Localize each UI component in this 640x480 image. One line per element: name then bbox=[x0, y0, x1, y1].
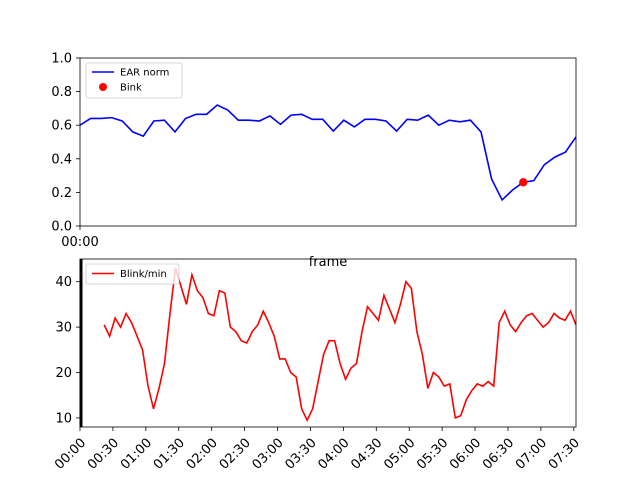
y-tick-label: 1.0 bbox=[51, 52, 72, 67]
x-tick-label: 00:00 bbox=[61, 235, 98, 250]
legend-label-ear-norm: EAR norm bbox=[120, 68, 169, 79]
x-axis-title: frame bbox=[309, 255, 348, 270]
y-axis-ticks: 10 20 30 40 bbox=[55, 275, 80, 426]
y-tick-label: 0.6 bbox=[51, 119, 72, 134]
y-tick-label: 20 bbox=[55, 366, 72, 381]
y-tick-label: 10 bbox=[55, 411, 72, 426]
plot-frame bbox=[79, 57, 577, 227]
legend-marker-swatch bbox=[99, 83, 107, 91]
legend-box bbox=[85, 263, 180, 285]
y-tick-label: 40 bbox=[55, 275, 72, 290]
y-tick-label: 0.0 bbox=[51, 220, 72, 235]
blink-per-min-series-line bbox=[103, 267, 576, 423]
ear-norm-series-line bbox=[80, 104, 576, 202]
legend: Blink/min bbox=[85, 263, 180, 285]
y-tick-label: 0.8 bbox=[51, 85, 72, 100]
legend-label-bink: Bink bbox=[120, 83, 142, 94]
ear-chart: 0.0 0.2 0.4 0.6 0.8 1.0 00:00 frame EAR norm … bbox=[51, 52, 577, 270]
y-tick-label: 30 bbox=[55, 321, 72, 336]
y-tick-label: 0.2 bbox=[51, 186, 72, 201]
legend-label-blink-per-min: Blink/min bbox=[120, 269, 167, 280]
legend: EAR norm Bink bbox=[85, 62, 183, 99]
y-tick-label: 0.4 bbox=[51, 152, 72, 167]
y-axis-ticks: 0.0 0.2 0.4 0.6 0.8 1.0 bbox=[51, 52, 80, 235]
blink-marker bbox=[519, 178, 528, 187]
x-axis-ticks: 00:00 bbox=[61, 226, 99, 250]
